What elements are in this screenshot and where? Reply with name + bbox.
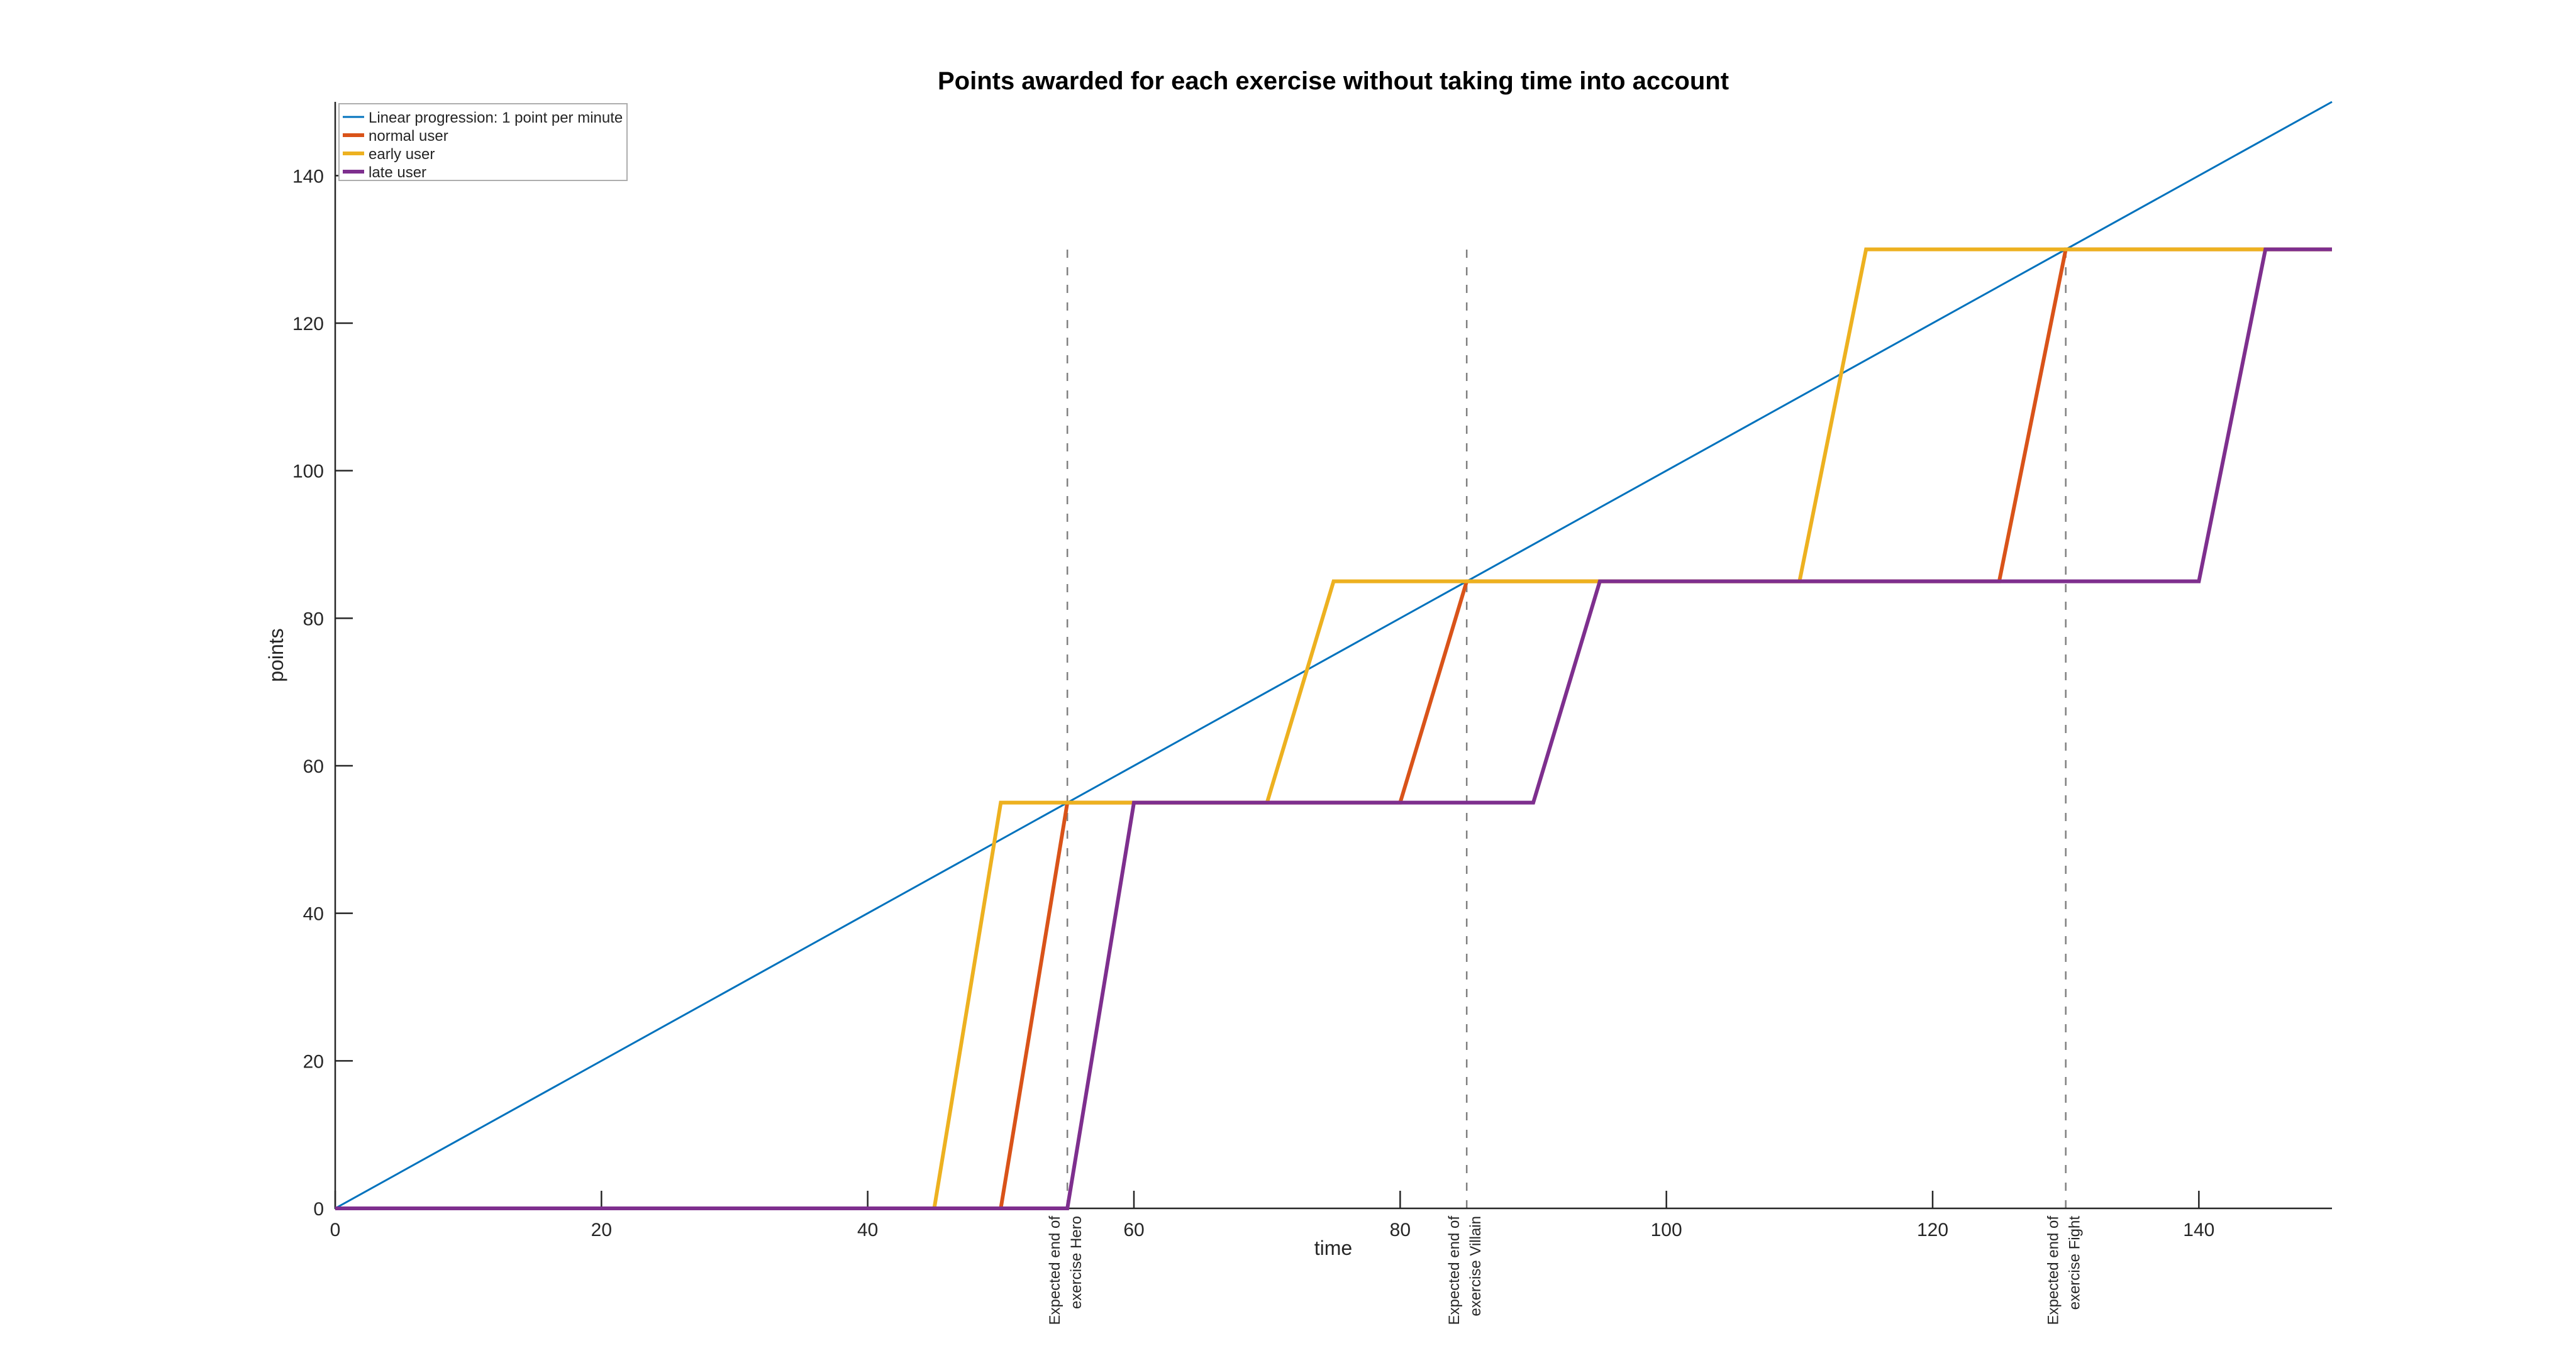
x-tick-label: 120 xyxy=(1917,1220,1948,1240)
y-axis-label: points xyxy=(265,628,287,682)
x-axis-label: time xyxy=(1314,1237,1352,1259)
x-tick-label: 40 xyxy=(857,1220,878,1240)
series-line-normal-user xyxy=(335,247,2332,1210)
x-tick-label: 60 xyxy=(1123,1220,1144,1240)
x-tick-label: 20 xyxy=(591,1220,612,1240)
series-line-linear-progression-1-point-per-minute xyxy=(335,101,2333,1210)
axes: 0 20 40 60 80 100 120 140 0 20 40 60 80 100 120 140 xyxy=(292,102,2332,1240)
vline-annotation: Expected end of exercise Hero xyxy=(1046,1216,1085,1325)
vline-annotation: Expected end of exercise Villain xyxy=(1446,1216,1484,1325)
y-tick-label: 80 xyxy=(303,609,324,629)
y-tick-label: 60 xyxy=(303,756,324,777)
expected-end-vlines xyxy=(1066,249,2067,1208)
vline-annotations: Expected end of exercise Hero Expected end… xyxy=(1046,1216,2084,1325)
legend-box xyxy=(338,103,628,181)
x-tick-label: 80 xyxy=(1390,1220,1411,1240)
legend-item-label: normal user xyxy=(369,128,448,145)
chart-title: Points awarded for each exercise without… xyxy=(938,67,1729,95)
y-tick-label: 100 xyxy=(292,461,324,482)
legend: Linear progression: 1 point per minute no… xyxy=(338,103,628,181)
y-tick-label: 20 xyxy=(303,1051,324,1072)
series-line-early-user xyxy=(335,247,2332,1210)
vline-annotation: Expected end of exercise Fight xyxy=(2045,1216,2084,1325)
series-lines xyxy=(335,101,2333,1210)
y-tick-label: 40 xyxy=(303,904,324,925)
legend-item-label: Linear progression: 1 point per minute xyxy=(369,109,623,126)
x-tick-label: 100 xyxy=(1651,1220,1682,1240)
legend-item-label: late user xyxy=(369,164,426,181)
legend-item-label: early user xyxy=(369,146,435,163)
series-line-late-user xyxy=(335,247,2332,1210)
x-tick-label: 0 xyxy=(330,1220,341,1240)
y-tick-label: 0 xyxy=(313,1199,324,1220)
y-tick-label: 140 xyxy=(292,166,324,187)
x-tick-label: 140 xyxy=(2183,1220,2214,1240)
y-tick-label: 120 xyxy=(292,314,324,334)
